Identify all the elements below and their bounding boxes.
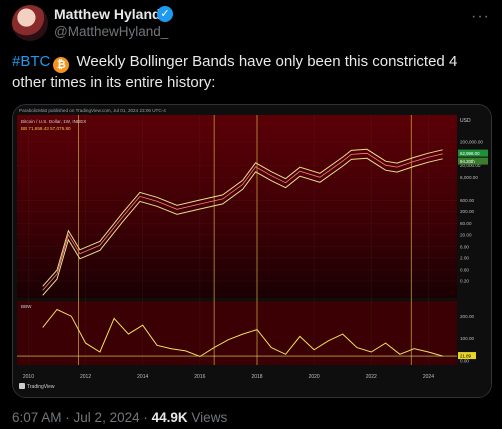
y-tick-label: 60.00 <box>460 221 472 226</box>
y-tick-label: 0.60 <box>460 268 469 273</box>
bollinger-chart: 2010 2012 2014 2016 2018 2020 2022 2024 200,000.… <box>13 105 491 397</box>
hashtag-link[interactable]: #BTC <box>12 53 51 70</box>
author-handle[interactable]: @MatthewHyland_ <box>54 24 169 39</box>
y-tick-label: 600.00 <box>460 198 474 203</box>
views-label: Views <box>191 410 228 425</box>
y-tick-label: 6.00 <box>460 244 469 249</box>
price-pane <box>17 115 457 298</box>
tradingview-label: TradingView <box>27 384 55 390</box>
price-line <box>42 152 443 291</box>
bb-values-text: BB 71,658.43 57,075.80 <box>21 126 71 131</box>
x-tick-label: 2018 <box>251 374 262 380</box>
x-tick-label: 2020 <box>309 374 320 380</box>
tradingview-logo-icon <box>19 383 25 389</box>
view-count: 44.9K <box>151 410 188 425</box>
y-tick-label: 0.20 <box>460 279 469 284</box>
bbw-badge <box>458 352 476 360</box>
bbw-y-tick-label: 100.00 <box>460 336 474 341</box>
publisher-text: ParabolicMatt published on TradingView.c… <box>19 108 166 113</box>
author-name[interactable]: Matthew Hyland <box>54 6 161 22</box>
y-tick-label: 20,000.00 <box>460 163 481 168</box>
tweet-text: #BTC ₿ Weekly Bollinger Bands have only b… <box>12 52 492 93</box>
symbol-text: Bitcoin / U.S. Dollar, 1W, INDEX <box>21 119 86 124</box>
bbw-line <box>42 308 443 358</box>
x-tick-label: 2012 <box>80 374 91 380</box>
price-badge <box>458 149 488 157</box>
bbw-pane <box>17 301 457 365</box>
y-tick-label: 200.00 <box>460 209 474 214</box>
tweet-meta: 6:07 AM · Jul 2, 2024 · 44.9K Views <box>12 410 227 425</box>
more-options-icon[interactable]: ··· <box>471 8 490 25</box>
price-badge-label: 62,998.00 <box>460 151 480 156</box>
avatar[interactable] <box>12 5 48 41</box>
y-tick-label: 20.00 <box>460 232 472 237</box>
bbw-y-tick-label: 200.00 <box>460 314 474 319</box>
bbw-label: BBW <box>21 304 32 309</box>
bollinger-upper-band <box>42 148 443 287</box>
chart-image[interactable]: 2010 2012 2014 2016 2018 2020 2022 2024 200,000.… <box>12 104 492 398</box>
x-tick-label: 2010 <box>23 374 34 380</box>
bbw-y-tick-label: 0.00 <box>460 359 469 364</box>
separator-dot: · <box>65 410 74 425</box>
x-tick-label: 2014 <box>137 374 148 380</box>
bbw-badge-label: 21.89 <box>460 354 472 359</box>
y-tick-label: 200,000.00 <box>460 140 483 145</box>
tweet-date[interactable]: Jul 2, 2024 <box>73 410 140 425</box>
price-badge-label: 94.20th <box>460 159 475 164</box>
tweet-time[interactable]: 6:07 AM <box>12 410 62 425</box>
bollinger-lower-band <box>42 157 443 296</box>
y-tick-label: 6,000.00 <box>460 175 478 180</box>
currency-label: USD <box>460 118 471 124</box>
x-tick-label: 2016 <box>194 374 205 380</box>
verified-badge-icon: ✓ <box>157 6 173 22</box>
bitcoin-emoji-icon: ₿ <box>53 57 70 73</box>
price-badge <box>458 157 488 165</box>
x-tick-label: 2024 <box>423 374 434 380</box>
separator-dot: · <box>143 410 152 425</box>
y-tick-label: 2.00 <box>460 255 469 260</box>
tweet-body: Weekly Bollinger Bands have only been th… <box>12 53 458 91</box>
x-tick-label: 2022 <box>366 374 377 380</box>
